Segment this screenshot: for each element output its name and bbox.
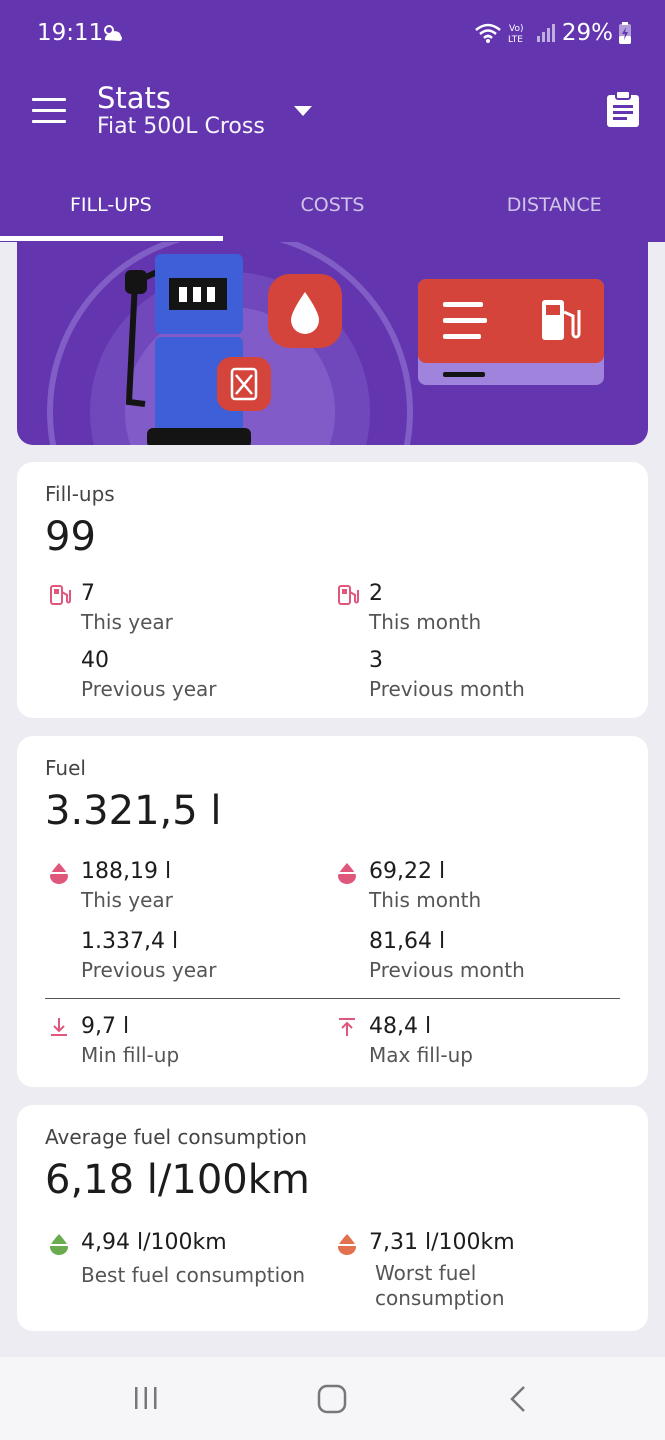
- wifi-icon: [475, 23, 501, 43]
- clipboard-icon[interactable]: [606, 90, 640, 128]
- svg-text:Vo): Vo): [509, 24, 523, 34]
- menu-icon[interactable]: [32, 98, 66, 124]
- fuel-this-month: 69,22 l This month: [369, 859, 482, 912]
- tab-bar: FILL-UPS COSTS DISTANCE: [0, 172, 665, 242]
- green-drop-icon: [50, 1234, 68, 1255]
- fill-ups-previous-month: 3 Previous month: [369, 648, 525, 701]
- signal-icon: [536, 24, 555, 42]
- arrow-down-to-line-icon: [51, 1018, 67, 1036]
- toolbar: Stats Fiat 500L Cross: [0, 68, 665, 156]
- tab-distance[interactable]: DISTANCE: [506, 194, 602, 216]
- battery-percent: 29%: [561, 20, 613, 46]
- weather-icon: [104, 25, 122, 41]
- fuel-pump-illustration: [47, 242, 604, 445]
- tab-costs[interactable]: COSTS: [300, 194, 365, 216]
- card-title: Average fuel consumption: [45, 1125, 307, 1149]
- recent-apps-icon[interactable]: [133, 1385, 159, 1411]
- status-indicators: Vo) LTE 29%: [474, 20, 631, 46]
- fill-ups-this-year: 7 This year: [81, 581, 173, 634]
- fuel-max-fill-up: 48,4 l Max fill-up: [369, 1014, 474, 1067]
- back-icon[interactable]: [507, 1384, 529, 1414]
- fuel-pump-icon: [338, 585, 359, 605]
- fuel-card: Fuel 3.321,5 l 188,19 l This year 69,22 …: [17, 736, 648, 1087]
- tab-indicator: [0, 236, 223, 241]
- fuel-this-year: 188,19 l This year: [81, 859, 173, 912]
- system-nav-bar: [0, 1357, 665, 1440]
- dropdown-arrow-icon[interactable]: [294, 106, 312, 116]
- fuel-drop-icon: [50, 863, 68, 884]
- consumption-average: 6,18 l/100km: [45, 1157, 310, 1203]
- best-consumption: 4,94 l/100km Best fuel consumption: [81, 1230, 306, 1287]
- fill-ups-total: 99: [45, 514, 96, 560]
- fuel-previous-month: 81,64 l Previous month: [369, 929, 525, 982]
- fuel-min-fill-up: 9,7 l Min fill-up: [81, 1014, 180, 1067]
- tab-fill-ups[interactable]: FILL-UPS: [70, 194, 152, 216]
- status-bar: 19:11 Vo) LTE 29%: [0, 0, 665, 68]
- banner-illustration: [17, 242, 648, 445]
- battery-charging-icon: [619, 22, 631, 44]
- worst-consumption: 7,31 l/100km Worst fuel consumption: [369, 1230, 515, 1310]
- svg-text:LTE: LTE: [508, 35, 523, 45]
- card-title: Fill-ups: [45, 482, 115, 506]
- consumption-card: Average fuel consumption 6,18 l/100km 4,…: [17, 1105, 648, 1331]
- divider: [45, 998, 620, 999]
- fuel-pump-icon: [50, 585, 71, 605]
- home-icon[interactable]: [317, 1384, 347, 1414]
- volte-icon: Vo) LTE: [508, 24, 523, 45]
- app-bar: 19:11 Vo) LTE 29%: [0, 0, 665, 242]
- status-time: 19:11: [37, 20, 104, 46]
- fuel-drop-icon: [338, 863, 356, 884]
- arrow-up-from-line-icon: [339, 1018, 355, 1036]
- vehicle-selector[interactable]: Stats Fiat 500L Cross: [97, 82, 265, 140]
- fill-ups-this-month: 2 This month: [369, 581, 482, 634]
- vehicle-name: Fiat 500L Cross: [97, 114, 265, 139]
- fuel-total: 3.321,5 l: [45, 788, 222, 834]
- page-title: Stats: [97, 81, 172, 115]
- orange-drop-icon: [338, 1234, 356, 1255]
- fill-ups-card: Fill-ups 99 7 This year 2 This month 40 …: [17, 462, 648, 718]
- card-title: Fuel: [45, 756, 86, 780]
- fill-ups-previous-year: 40 Previous year: [81, 648, 217, 701]
- fuel-previous-year: 1.337,4 l Previous year: [81, 929, 217, 982]
